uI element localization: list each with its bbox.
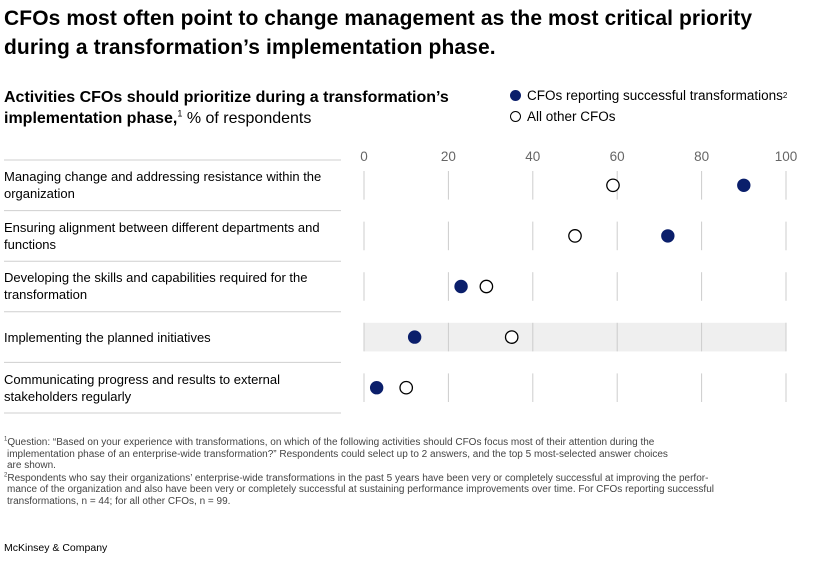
x-tick-label: 0 — [360, 149, 368, 164]
x-tick-label: 60 — [610, 149, 625, 164]
footnote-1: 1Question: “Based on your experience wit… — [4, 437, 804, 449]
category-label: Ensuring alignment between different dep… — [4, 220, 320, 252]
footnote-text: Respondents who say their organizations’… — [7, 472, 709, 484]
x-tick-label: 40 — [525, 149, 540, 164]
category-label: Implementing the planned initiatives — [4, 330, 211, 345]
legend-item-successful: CFOs reporting successful transformation… — [510, 85, 787, 106]
footnote-1-line: are shown. — [7, 460, 56, 471]
legend-label: All other CFOs — [527, 109, 616, 124]
footnote-2-line: transformations, n = 44; for all other C… — [7, 495, 231, 507]
data-point-successful — [737, 178, 751, 193]
data-point-other — [399, 380, 414, 395]
headline: CFOs most often point to change manageme… — [4, 7, 753, 59]
category-label: Managing change and addressing resistanc… — [4, 169, 322, 201]
footnote-1-line: implementation phase of an enterprise-wi… — [7, 448, 668, 460]
data-point-other — [504, 330, 519, 344]
x-tick-label: 80 — [694, 149, 709, 164]
source-label: McKinsey & Company — [4, 542, 108, 554]
legend-label: CFOs reporting successful transformation… — [527, 88, 783, 103]
footnote-text: Question: “Based on your experience with… — [7, 437, 655, 448]
data-point-successful — [661, 229, 675, 243]
footnote-marker: 1 — [4, 436, 8, 443]
x-tick-label: 100 — [775, 149, 798, 164]
data-point-other — [606, 178, 620, 193]
legend: CFOs reporting successful transformation… — [510, 85, 787, 127]
subtitle-footnote-marker: 1 — [177, 108, 183, 119]
highlight-band — [364, 322, 786, 352]
data-point-other — [479, 279, 494, 294]
data-point-other — [568, 229, 582, 243]
data-point-successful — [369, 381, 384, 395]
footnote-2: 2Respondents who say their organizations… — [4, 472, 804, 485]
legend-item-other: All other CFOs — [510, 106, 787, 127]
footnotes: 1Question: “Based on your experience wit… — [4, 437, 804, 507]
subtitle-unit: % of respondents — [182, 110, 312, 127]
footnote-2-line: mance of the organization and also have … — [7, 484, 714, 495]
chart-subtitle: Activities CFOs should prioritize during… — [4, 87, 484, 129]
category-label: Developing the skills and capabilities r… — [4, 270, 308, 302]
filled-dot-icon — [510, 90, 521, 101]
footnote-marker: 2 — [4, 472, 8, 479]
category-label: Communicating progress and results to ex… — [4, 372, 281, 404]
data-point-successful — [407, 330, 422, 344]
open-dot-icon — [510, 111, 521, 122]
data-point-successful — [454, 279, 468, 294]
subtitle-bold: Activities CFOs should prioritize during… — [4, 89, 449, 127]
x-tick-label: 20 — [441, 149, 456, 164]
